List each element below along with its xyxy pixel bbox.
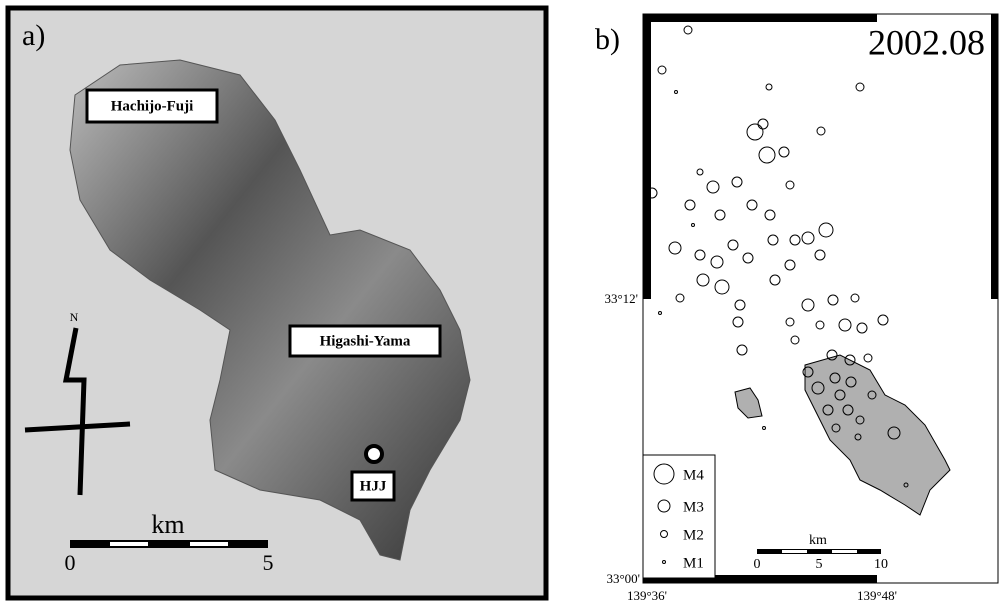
place-label: Higashi-Yama bbox=[320, 333, 411, 349]
figure: a) Hachijo-Fuji Higashi-Yama HJJ N km 0 … bbox=[0, 0, 999, 605]
frame-bar bbox=[643, 14, 877, 22]
lat-label: 33°00' bbox=[606, 571, 640, 586]
north-label: N bbox=[70, 310, 79, 324]
scale-tick: 5 bbox=[816, 557, 823, 572]
date-label: 2002.08 bbox=[868, 22, 985, 62]
scale-tick: 0 bbox=[754, 557, 761, 572]
station-label: HJJ bbox=[360, 478, 387, 494]
scale-tick: 10 bbox=[874, 557, 888, 572]
legend-label: M4 bbox=[683, 467, 704, 483]
scale-tick: 0 bbox=[65, 550, 76, 575]
scale-unit: km bbox=[151, 510, 184, 539]
frame-bar bbox=[991, 14, 998, 299]
panel-label: a) bbox=[22, 19, 45, 52]
scale-bar bbox=[757, 549, 881, 554]
station-marker bbox=[366, 446, 382, 462]
place-label: Hachijo-Fuji bbox=[111, 98, 194, 114]
scale-unit: km bbox=[809, 533, 827, 548]
lat-label: 33°12' bbox=[604, 291, 638, 306]
legend-label: M3 bbox=[683, 499, 704, 515]
legend-label: M1 bbox=[683, 555, 704, 571]
panel-label: b) bbox=[595, 23, 620, 56]
scale-tick: 5 bbox=[263, 550, 274, 575]
scale-bar bbox=[70, 540, 268, 548]
lon-label: 139°48' bbox=[857, 588, 897, 603]
lon-label: 139°36' bbox=[627, 588, 667, 603]
legend-label: M2 bbox=[683, 527, 704, 543]
frame-bar bbox=[643, 14, 651, 299]
